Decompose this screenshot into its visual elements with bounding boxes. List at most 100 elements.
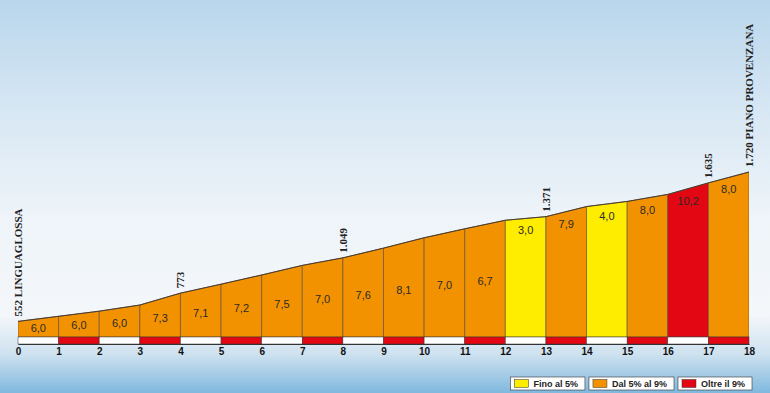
elevation-label: 1.049 [337, 228, 349, 253]
tick-label: 2 [97, 346, 103, 357]
gradient-label: 8,1 [396, 284, 411, 296]
gradient-segment [221, 275, 262, 337]
axis-band-cell [465, 337, 506, 344]
legend-item: Dal 5% al 9% [589, 377, 674, 390]
gradient-label: 7,0 [315, 293, 330, 305]
gradient-segment [384, 238, 425, 337]
legend-box [510, 377, 585, 390]
legend-swatch [593, 380, 607, 388]
x-axis: 0123456789101112131415161718 [16, 344, 756, 357]
tick: 14 [581, 344, 593, 357]
tick-label: 0 [16, 346, 22, 357]
axis-band-cell [99, 337, 140, 344]
tick-label: 10 [419, 346, 431, 357]
gradient-label: 6,0 [31, 322, 46, 334]
tick: 7 [300, 344, 306, 357]
elevation-label: 1.371 [540, 187, 552, 212]
gradient-label: 6,0 [71, 319, 86, 331]
tick-label: 7 [300, 346, 306, 357]
gradient-label: 7,3 [152, 312, 167, 324]
tick: 9 [381, 344, 387, 357]
tick-label: 5 [219, 346, 225, 357]
axis-band-cell [343, 337, 384, 344]
tick: 1 [56, 344, 62, 357]
axis-band [18, 337, 749, 344]
gradient-segment [505, 217, 546, 337]
gradient-label: 7,0 [437, 279, 452, 291]
gradient-segment [18, 316, 59, 337]
gradient-segment [627, 194, 668, 337]
gradient-segment [708, 172, 749, 337]
tick-label: 14 [581, 346, 593, 357]
axis-band-cell [140, 337, 181, 344]
tick: 8 [341, 344, 347, 357]
gradient-label: 4,0 [599, 210, 614, 222]
gradient-segment [302, 258, 343, 337]
tick-label: 6 [259, 346, 265, 357]
axis-band-cell [668, 337, 709, 344]
axis-band-cell [18, 337, 59, 344]
gradient-label: 7,5 [274, 298, 289, 310]
plot-area [18, 172, 749, 337]
tick-label: 12 [500, 346, 512, 357]
gradient-segment [668, 183, 709, 337]
elevation-label: 552 LINGUAGLOSSA [12, 208, 24, 316]
axis-line [19, 344, 750, 345]
tick: 13 [541, 344, 553, 357]
legend-box [678, 377, 752, 390]
tick-label: 11 [460, 346, 471, 357]
tick-label: 3 [138, 346, 144, 357]
gradient-label: 7,1 [193, 307, 208, 319]
axis-band-cell [180, 337, 221, 344]
tick-label: 16 [663, 346, 675, 357]
tick: 6 [259, 344, 265, 357]
tick-label: 15 [622, 346, 634, 357]
tick-label: 4 [178, 346, 184, 357]
profile-line [18, 172, 749, 321]
tick: 3 [138, 344, 144, 357]
axis-band-cell [221, 337, 262, 344]
tick: 11 [460, 344, 471, 357]
axis-band-cell [262, 337, 303, 344]
legend: Fino al 5% Dal 5% al 9% Oltre il 9% [510, 377, 752, 390]
gradient-label: 10,2 [677, 195, 698, 207]
tick: 18 [744, 344, 756, 357]
gradient-label: 7,6 [356, 289, 371, 301]
data-labels: 6,06,06,07,37,17,27,57,07,68,17,06,73,07… [31, 183, 737, 333]
tick-label: 18 [744, 346, 756, 357]
tick-label: 9 [381, 346, 387, 357]
gradient-label: 3,0 [518, 224, 533, 236]
tick: 2 [97, 344, 103, 357]
legend-item: Oltre il 9% [678, 377, 752, 390]
gradient-segment [546, 207, 587, 337]
gradient-segment [465, 220, 506, 337]
legend-item: Fino al 5% [510, 377, 585, 390]
gradient-label: 8,0 [721, 183, 736, 195]
axis-band-cell [587, 337, 628, 344]
legend-label: Fino al 5% [533, 379, 578, 389]
elevation-label: 1.635 [702, 153, 714, 178]
elevation-label: 773 [174, 271, 186, 288]
tick: 0 [16, 344, 22, 357]
axis-band-cell [505, 337, 546, 344]
tick-label: 8 [341, 346, 347, 357]
gradient-label: 7,2 [234, 302, 249, 314]
gradient-label: 6,7 [477, 275, 492, 287]
gradient-segment [140, 293, 181, 337]
annotations: 552 LINGUAGLOSSA 773 1.049 1.371 1.635 1.720 … [12, 24, 755, 317]
gradient-segment [343, 248, 384, 337]
axis-band-cell [708, 337, 749, 344]
gradient-label: 7,9 [559, 218, 574, 230]
tick: 5 [219, 344, 225, 357]
tick-label: 13 [541, 346, 553, 357]
axis-band-cell [384, 337, 425, 344]
axis-band-cell [546, 337, 587, 344]
axis-band-cell [59, 337, 100, 344]
axis-band-cell [627, 337, 668, 344]
tick: 4 [178, 344, 184, 357]
chart: 6,06,06,07,37,17,27,57,07,68,17,06,73,07… [0, 0, 770, 393]
gradient-segment [424, 229, 465, 337]
chart-svg: 6,06,06,07,37,17,27,57,07,68,17,06,73,07… [0, 0, 770, 393]
elevation-label: 1.720 PIANO PROVENZANA [743, 24, 755, 167]
tick: 16 [663, 344, 675, 357]
